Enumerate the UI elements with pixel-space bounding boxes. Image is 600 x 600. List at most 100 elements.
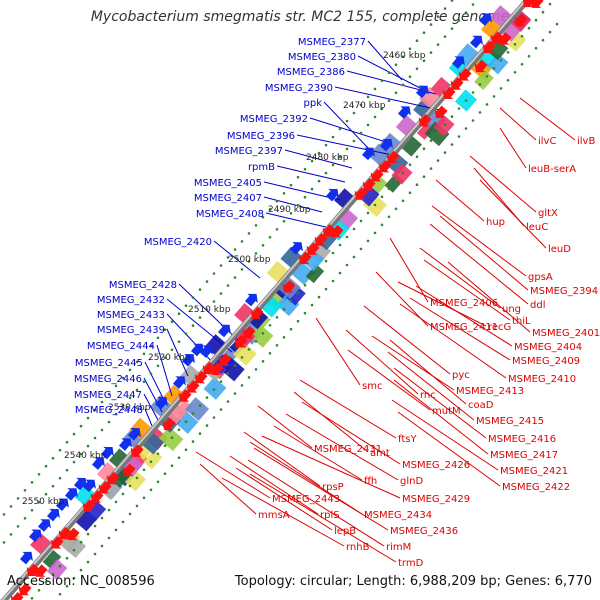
tick-dot <box>380 107 384 111</box>
forward-gene-label[interactable]: MSMEG_2407 <box>194 193 262 204</box>
reverse-gene-label[interactable]: MSMEG_2413 <box>456 386 524 397</box>
forward-gene-label[interactable]: MSMEG_2420 <box>144 237 212 248</box>
tick-dot <box>401 55 405 59</box>
reverse-gene-arrow <box>242 325 256 339</box>
reverse-gene-label[interactable]: coaD <box>468 400 494 411</box>
reverse-gene-label[interactable]: MSMEG_2401 <box>532 328 600 339</box>
tick-dots <box>2 0 559 600</box>
reverse-gene-label[interactable]: mmsA <box>258 510 290 521</box>
reverse-gene-label[interactable]: MSMEG_2415 <box>476 416 544 427</box>
forward-gene-label[interactable]: MSMEG_2444 <box>87 341 155 352</box>
forward-gene-label[interactable]: MSMEG_2386 <box>277 67 345 78</box>
reverse-gene-label[interactable]: rpsP <box>322 482 344 493</box>
tick-dot <box>317 179 321 183</box>
forward-gene-label[interactable]: MSMEG_2408 <box>196 209 264 220</box>
reverse-gene-label[interactable]: MSMEG_2404 <box>514 342 582 353</box>
forward-gene-label[interactable]: MSMEG_2397 <box>215 146 283 157</box>
reverse-gene-label[interactable]: hup <box>486 217 505 228</box>
reverse-gene-label[interactable]: smc <box>362 381 382 392</box>
forward-gene-label[interactable]: MSMEG_2380 <box>288 52 356 63</box>
tick-dot <box>240 268 244 271</box>
reverse-gene-label[interactable]: MSMEG_2416 <box>488 434 556 445</box>
reverse-gene-label[interactable]: rplS <box>320 510 340 521</box>
forward-gene-label[interactable]: MSMEG_2396 <box>227 131 295 142</box>
forward-gene-label[interactable]: MSMEG_2428 <box>109 280 177 291</box>
reverse-gene-label[interactable]: gltX <box>538 208 558 219</box>
forward-gene-label[interactable]: MSMEG_2377 <box>298 37 366 48</box>
tick-dot <box>9 533 13 536</box>
forward-gene-arrow <box>82 479 96 493</box>
tick-dot <box>191 440 195 443</box>
reverse-gene-label[interactable]: MSMEG_2406 <box>430 298 498 309</box>
reverse-gene-label[interactable]: gpsA <box>528 272 553 283</box>
reverse-gene-label[interactable]: MSMEG_2409 <box>512 356 580 367</box>
forward-gene-label[interactable]: MSMEG_2392 <box>240 114 308 125</box>
reverse-gene-label[interactable]: ftsY <box>398 434 417 445</box>
tick-dot <box>366 123 370 127</box>
reverse-gene-label[interactable]: rimM <box>386 542 411 553</box>
reverse-gene-label[interactable]: ddl <box>530 300 545 311</box>
reverse-gene-label[interactable]: MSMEG_2434 <box>364 510 432 521</box>
tick-dot <box>268 352 272 355</box>
forward-gene-label[interactable]: MSMEG_2405 <box>194 178 262 189</box>
tick-dot <box>184 448 188 452</box>
tick-dot <box>352 227 356 231</box>
reverse-gene-label[interactable]: MSMEG_2429 <box>402 494 470 505</box>
tick-dot <box>212 272 216 275</box>
forward-gene-label[interactable]: MSMEG_2447 <box>74 390 142 401</box>
reverse-gene-label[interactable]: ung <box>502 304 521 315</box>
forward-label-connector <box>143 393 159 421</box>
forward-gene-arrow <box>478 13 492 26</box>
tick-dot <box>464 127 468 130</box>
reverse-gene-label[interactable]: MSMEG_2421 <box>500 466 568 477</box>
reverse-gene-label[interactable]: MSMEG_2394 <box>530 286 598 297</box>
forward-gene-label[interactable]: MSMEG_2448 <box>75 405 143 416</box>
tick-dot <box>457 107 461 110</box>
reverse-gene-label[interactable]: thiL <box>512 316 531 327</box>
reverse-gene-label[interactable]: trmD <box>398 558 424 569</box>
reverse-label-connector <box>195 451 271 499</box>
forward-gene-label[interactable]: ppk <box>304 98 323 109</box>
tick-dot <box>282 192 286 195</box>
tick-dot <box>520 35 524 38</box>
forward-gene-label[interactable]: MSMEG_2439 <box>97 325 165 336</box>
reverse-gene-label[interactable]: MSMEG_2436 <box>390 526 458 537</box>
tick-label: 2470 kbp <box>343 101 386 111</box>
reverse-gene-label[interactable]: pyc <box>452 370 470 381</box>
reverse-gene-label[interactable]: MSMEG_2410 <box>508 374 576 385</box>
reverse-gene-label[interactable]: leuB-serA <box>528 164 576 175</box>
forward-gene-label[interactable]: MSMEG_2446 <box>74 374 142 385</box>
reverse-gene-label[interactable]: rnc <box>420 390 436 401</box>
forward-gene-label[interactable]: MSMEG_2390 <box>265 83 333 94</box>
reverse-gene-label[interactable]: MSMEG_2411 <box>430 322 498 333</box>
forward-gene-label[interactable]: MSMEG_2432 <box>97 295 165 306</box>
reverse-gene-label[interactable]: MSMEG_2417 <box>490 450 558 461</box>
reverse-gene-label[interactable]: MSMEG_2431 <box>314 444 382 455</box>
forward-gene-label[interactable]: rpmB <box>248 162 275 173</box>
reverse-gene-label[interactable]: leuD <box>548 244 571 255</box>
reverse-gene-label[interactable]: amt <box>370 448 390 459</box>
reverse-gene-label[interactable]: MSMEG_2422 <box>502 482 570 493</box>
reverse-label-connector <box>273 425 363 481</box>
forward-gene-label[interactable]: MSMEG_2445 <box>75 358 143 369</box>
reverse-gene-label[interactable]: mutM <box>432 406 461 417</box>
reverse-gene-arrow <box>386 150 400 164</box>
forward-gene-label[interactable]: MSMEG_2433 <box>97 310 165 321</box>
tick-dot <box>198 316 202 319</box>
tick-dot <box>478 83 482 86</box>
tick-dot <box>135 504 139 508</box>
reverse-gene-label[interactable]: rnhB <box>346 542 370 553</box>
reverse-gene-label[interactable]: MSMEG_2426 <box>402 460 470 471</box>
reverse-gene-label[interactable]: ffh <box>364 476 377 487</box>
reverse-gene-label[interactable]: glnD <box>400 476 423 487</box>
reverse-gene-label[interactable]: recG <box>488 322 511 333</box>
tick-dot <box>58 564 62 568</box>
reverse-gene-label[interactable]: lepB <box>334 526 356 537</box>
tick-label: 2530 kbp <box>108 403 151 413</box>
reverse-gene-label[interactable]: leuC <box>526 222 548 233</box>
reverse-gene-label[interactable]: ilvB <box>577 136 595 147</box>
tick-dot <box>156 480 160 484</box>
reverse-gene-arrow <box>474 59 488 73</box>
reverse-gene-label[interactable]: ilvC <box>538 136 556 147</box>
reverse-gene-label[interactable]: MSMEG_2443 <box>272 494 340 505</box>
